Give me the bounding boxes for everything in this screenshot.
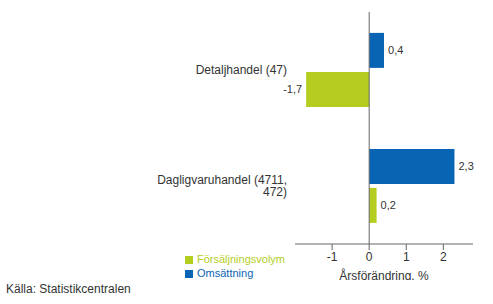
svg-text:2: 2: [440, 250, 447, 264]
svg-text:0,4: 0,4: [388, 44, 403, 56]
html-text:Försäljningsvolym: Försäljningsvolym: [197, 253, 285, 265]
svg-text:2,3: 2,3: [458, 160, 473, 172]
svg-text:1: 1: [403, 250, 410, 264]
svg-text:Dagligvaruhandel (4711,472): Dagligvaruhandel (4711,472): [157, 173, 287, 199]
svg-text:0: 0: [366, 250, 373, 264]
html-text:Källa: Statistikcentralen: Källa: Statistikcentralen: [6, 282, 131, 296]
svg-text:Detaljhandel (47): Detaljhandel (47): [196, 63, 287, 77]
svg-text:Årsförändring, %: Årsförändring, %: [339, 268, 429, 280]
svg-text:0,2: 0,2: [381, 199, 396, 211]
html-text:Omsättning: Omsättning: [197, 267, 254, 279]
svg-text:-1,7: -1,7: [283, 83, 302, 95]
svg-text:-1: -1: [327, 250, 338, 264]
